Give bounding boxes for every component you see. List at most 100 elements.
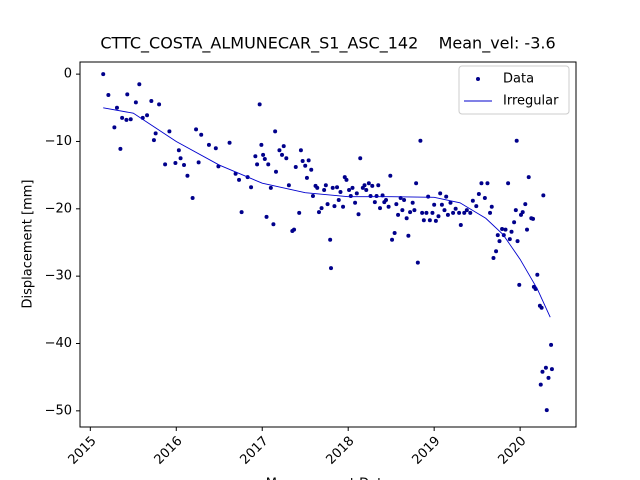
data-point [378, 206, 383, 211]
data-point [442, 208, 447, 213]
data-point [421, 218, 426, 223]
data-point [306, 158, 311, 163]
data-point [257, 102, 262, 107]
data-point [264, 214, 269, 219]
data-point [408, 210, 413, 215]
y-tick-label: −30 [45, 269, 72, 284]
data-point [227, 140, 232, 145]
data-point [273, 129, 278, 134]
data-point [374, 194, 379, 199]
data-point [124, 117, 129, 122]
data-point [488, 210, 493, 215]
legend-label: Irregular [503, 94, 559, 109]
data-point [410, 200, 415, 205]
plot-area [101, 72, 554, 413]
data-point [424, 210, 429, 215]
data-point [436, 214, 441, 219]
data-point [439, 202, 444, 207]
data-point [503, 227, 508, 232]
data-point [249, 185, 254, 190]
data-point [348, 194, 353, 199]
data-point [549, 342, 554, 347]
data-point [543, 365, 548, 370]
data-point [418, 138, 423, 143]
data-point [445, 212, 450, 217]
data-point [341, 204, 346, 209]
data-point [273, 169, 278, 174]
data-point [453, 206, 458, 211]
trend-line [103, 107, 551, 318]
data-point [358, 156, 363, 161]
data-point [364, 187, 369, 192]
data-point [330, 185, 335, 190]
data-point [356, 212, 361, 217]
data-point [163, 162, 168, 167]
legend-box [458, 65, 570, 115]
data-point [438, 191, 443, 196]
data-point [262, 156, 267, 161]
data-point [444, 194, 449, 199]
data-point [474, 204, 479, 209]
data-point [114, 105, 119, 110]
data-point [531, 216, 536, 221]
data-point [494, 249, 499, 254]
data-point [390, 237, 395, 242]
data-point [479, 181, 484, 186]
data-point [338, 189, 343, 194]
data-point [153, 131, 158, 136]
data-point [149, 99, 154, 104]
data-point [485, 181, 490, 186]
data-point [394, 202, 399, 207]
data-point [112, 125, 117, 130]
data-point [101, 72, 106, 77]
data-point [412, 208, 417, 213]
y-tick-label: −50 [45, 403, 72, 418]
data-point [538, 382, 543, 387]
data-point [402, 198, 407, 203]
data-point [280, 152, 285, 157]
y-axis-label: Displacement [mm] [21, 180, 36, 309]
data-point [304, 175, 309, 180]
data-point [433, 218, 438, 223]
data-point [495, 233, 500, 238]
data-point [194, 127, 199, 132]
data-point [406, 233, 411, 238]
data-point [261, 152, 266, 157]
data-point [137, 82, 142, 87]
data-point [539, 305, 544, 310]
data-point [525, 227, 530, 232]
data-point [303, 163, 308, 168]
data-point [297, 210, 302, 215]
data-point [404, 216, 409, 221]
data-point [253, 154, 258, 159]
data-point [507, 237, 512, 242]
data-point [427, 218, 432, 223]
data-point [430, 210, 435, 215]
data-point [353, 200, 358, 205]
data-point [523, 202, 528, 207]
data-point [414, 181, 419, 186]
data-point [462, 210, 467, 215]
data-point [266, 162, 271, 167]
data-point [376, 183, 381, 188]
data-point [298, 148, 303, 153]
data-point [292, 227, 297, 232]
data-point [157, 102, 162, 107]
data-point [178, 156, 183, 161]
data-point [476, 191, 481, 196]
data-point [271, 222, 276, 227]
data-point [259, 142, 264, 147]
data-point [513, 208, 518, 213]
data-point [323, 183, 328, 188]
data-point [329, 266, 334, 271]
data-point [239, 210, 244, 215]
data-point [145, 113, 150, 118]
data-point [509, 229, 514, 234]
data-point [517, 282, 522, 287]
data-point [309, 167, 314, 172]
data-point [128, 117, 133, 122]
data-point [500, 227, 505, 232]
data-point [458, 222, 463, 227]
data-point [133, 100, 138, 105]
